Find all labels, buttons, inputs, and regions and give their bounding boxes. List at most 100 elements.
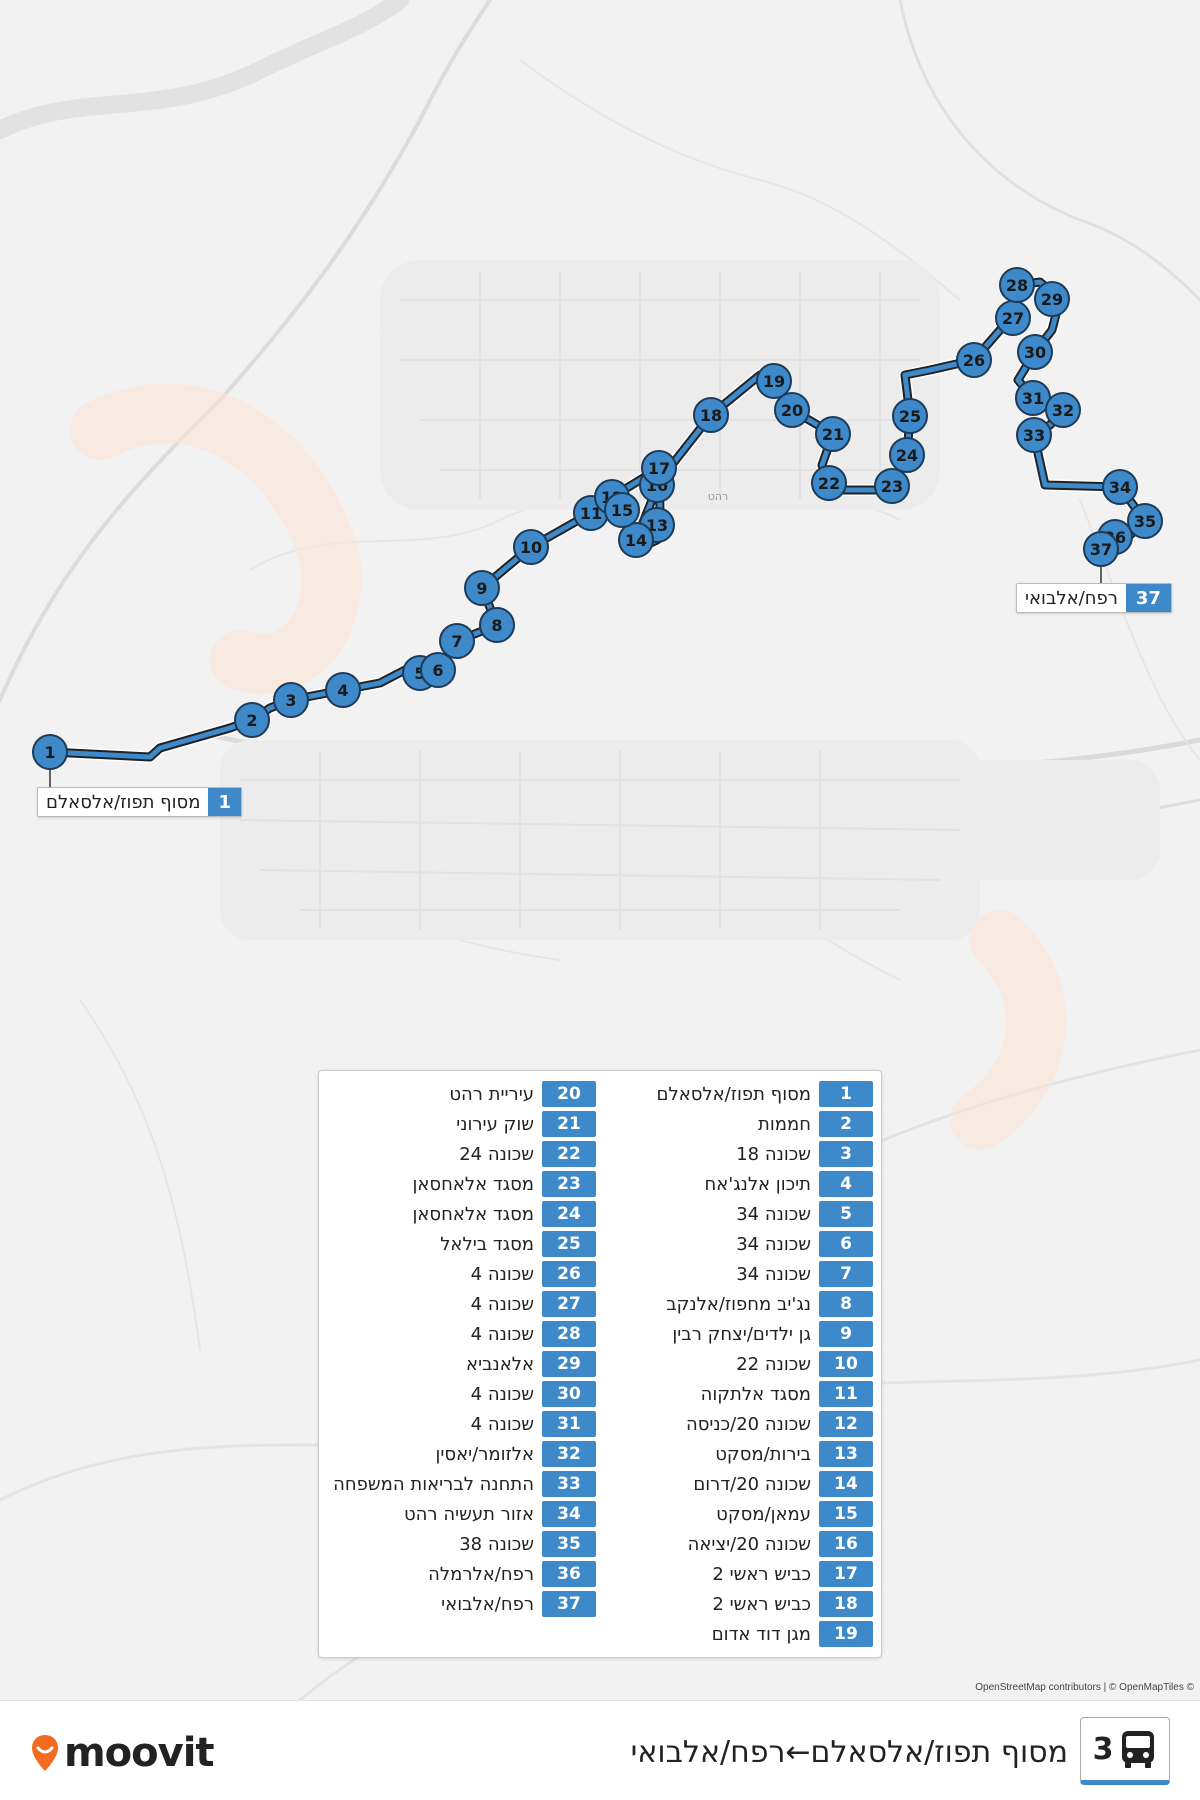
stop-marker[interactable]: 10	[513, 529, 549, 565]
legend-row[interactable]: 25 מסגד בילאל	[440, 1231, 596, 1257]
legend-row[interactable]: 9 גן ילדים/יצחק רבין	[672, 1321, 873, 1347]
legend-row[interactable]: 5 שכונה 34	[736, 1201, 873, 1227]
stop-marker[interactable]: 30	[1017, 334, 1053, 370]
legend-row[interactable]: 37 רפח/אלבואי	[441, 1591, 596, 1617]
stop-marker[interactable]: 3	[273, 682, 309, 718]
stop-marker-number: 6	[432, 661, 443, 680]
stop-marker[interactable]: 33	[1016, 417, 1052, 453]
stop-marker[interactable]: 4	[325, 672, 361, 708]
stop-marker[interactable]: 22	[811, 465, 847, 501]
legend-row[interactable]: 26 שכונה 4	[471, 1261, 596, 1287]
stop-marker[interactable]: 31	[1015, 380, 1051, 416]
stop-marker[interactable]: 23	[874, 468, 910, 504]
legend-row[interactable]: 35 שכונה 38	[459, 1531, 596, 1557]
terminal-label-end[interactable]: רפח/אלבואי 37	[1016, 583, 1172, 613]
legend-stop-number: 34	[542, 1501, 596, 1527]
legend-stop-number: 11	[819, 1381, 873, 1407]
stop-marker-circle	[815, 416, 851, 452]
stop-marker[interactable]: 2	[234, 702, 270, 738]
legend-stop-number: 32	[542, 1441, 596, 1467]
stop-marker-circle	[420, 652, 456, 688]
legend-row[interactable]: 8 נג'יב מחפוז/אלנקב	[666, 1291, 873, 1317]
stop-marker[interactable]: 20	[774, 392, 810, 428]
legend-row[interactable]: 22 שכונה 24	[459, 1141, 596, 1167]
legend-row[interactable]: 13 בירות/מסקט	[715, 1441, 873, 1467]
stop-marker[interactable]: 9	[464, 570, 500, 606]
stop-marker[interactable]: 8	[479, 607, 515, 643]
stop-marker[interactable]: 37	[1083, 531, 1119, 567]
legend-stop-number: 7	[819, 1261, 873, 1287]
stop-marker[interactable]: 27	[995, 300, 1031, 336]
legend-row[interactable]: 28 שכונה 4	[471, 1321, 596, 1347]
legend-row[interactable]: 10 שכונה 22	[736, 1351, 873, 1377]
moovit-watermark	[70, 383, 1067, 1150]
legend-row[interactable]: 32 אלזומר/יאסין	[435, 1441, 596, 1467]
stop-marker[interactable]: 19	[756, 363, 792, 399]
stop-marker[interactable]: 28	[999, 267, 1035, 303]
legend-row[interactable]: 20 עיריית רהט	[449, 1081, 596, 1107]
stop-marker-circle	[641, 450, 677, 486]
stop-marker[interactable]: 24	[889, 437, 925, 473]
stop-marker[interactable]: 29	[1034, 281, 1070, 317]
legend-row[interactable]: 2 חממות	[758, 1111, 873, 1137]
stop-marker-circle	[604, 492, 640, 528]
stop-marker[interactable]: 21	[815, 416, 851, 452]
legend-row[interactable]: 17 כביש ראשי 2	[712, 1561, 873, 1587]
legend-stop-number: 26	[542, 1261, 596, 1287]
legend-stop-number: 13	[819, 1441, 873, 1467]
legend-row[interactable]: 7 שכונה 34	[736, 1261, 873, 1287]
stop-marker-number: 1	[44, 743, 55, 762]
stop-marker[interactable]: 18	[693, 397, 729, 433]
legend-row[interactable]: 21 שוק עירוני	[456, 1111, 596, 1137]
stop-marker-circle	[693, 397, 729, 433]
legend-row[interactable]: 24 מסגד אלאחסאן	[412, 1201, 596, 1227]
terminal-label-start[interactable]: מסוף תפוז/אלסאלם 1	[37, 787, 242, 817]
legend-row[interactable]: 29 אלאנביא	[466, 1351, 596, 1377]
stop-marker-circle	[513, 529, 549, 565]
legend-row[interactable]: 34 אזור תעשיה רהט	[404, 1501, 596, 1527]
legend-stop-name: שכונה 4	[470, 1263, 534, 1285]
stop-marker[interactable]: 7	[439, 623, 475, 659]
legend-row[interactable]: 23 מסגד אלאחסאן	[412, 1171, 596, 1197]
legend-stop-name: התחנה לבריאות המשפחה	[333, 1473, 534, 1495]
stop-marker[interactable]: 26	[956, 342, 992, 378]
stop-marker[interactable]: 32	[1045, 392, 1081, 428]
legend-stop-name: שכונה 4	[470, 1293, 534, 1315]
stop-marker[interactable]: 14	[618, 522, 654, 558]
legend-row[interactable]: 19 מגן דוד אדום	[712, 1621, 873, 1647]
legend-stop-number: 27	[542, 1291, 596, 1317]
legend-row[interactable]: 16 שכונה 20/יציאה	[688, 1531, 873, 1557]
stop-marker[interactable]: 25	[892, 398, 928, 434]
stop-marker-circle	[273, 682, 309, 718]
legend-row[interactable]: 33 התחנה לבריאות המשפחה	[333, 1471, 596, 1497]
legend-stop-number: 17	[819, 1561, 873, 1587]
legend-row[interactable]: 36 רפח/אלרמלה	[428, 1561, 596, 1587]
legend-stop-name: שכונה 4	[470, 1323, 534, 1345]
terminal-start-name: מסוף תפוז/אלסאלם	[46, 791, 201, 813]
legend-row[interactable]: 3 שכונה 18	[736, 1141, 873, 1167]
legend-row[interactable]: 1 מסוף תפוז/אלסאלם	[657, 1081, 873, 1107]
legend-row[interactable]: 11 מסגד אלתקוה	[701, 1381, 873, 1407]
legend-row[interactable]: 31 שכונה 4	[471, 1411, 596, 1437]
stop-marker[interactable]: 1	[32, 734, 68, 770]
stop-marker[interactable]: 34	[1102, 469, 1138, 505]
moovit-logo[interactable]: moovit	[30, 1730, 215, 1776]
legend-row[interactable]: 12 שכונה 20/כניסה	[686, 1411, 873, 1437]
terminal-end-number: 37	[1125, 584, 1171, 612]
stop-marker-number: 13	[646, 516, 668, 535]
stop-marker-circle	[1102, 469, 1138, 505]
legend-row[interactable]: 27 שכונה 4	[471, 1291, 596, 1317]
legend-row[interactable]: 15 עמאן/מסקט	[716, 1501, 873, 1527]
stop-marker[interactable]: 6	[420, 652, 456, 688]
legend-row[interactable]: 14 שכונה 20/דרום	[693, 1471, 873, 1497]
legend-row[interactable]: 30 שכונה 4	[471, 1381, 596, 1407]
legend-row[interactable]: 4 תיכון אלנג'אח	[704, 1171, 873, 1197]
legend-row[interactable]: 18 כביש ראשי 2	[712, 1591, 873, 1617]
legend-stop-name: שכונה 34	[736, 1263, 811, 1285]
legend-row[interactable]: 6 שכונה 34	[736, 1231, 873, 1257]
stop-marker[interactable]: 35	[1127, 503, 1163, 539]
stop-marker[interactable]: 17	[641, 450, 677, 486]
route-badge[interactable]: 3	[1080, 1717, 1170, 1785]
stop-marker[interactable]: 15	[604, 492, 640, 528]
route-title: מסוף תפוז/אלסאלם←רפח/אלבואי	[630, 1735, 1068, 1770]
